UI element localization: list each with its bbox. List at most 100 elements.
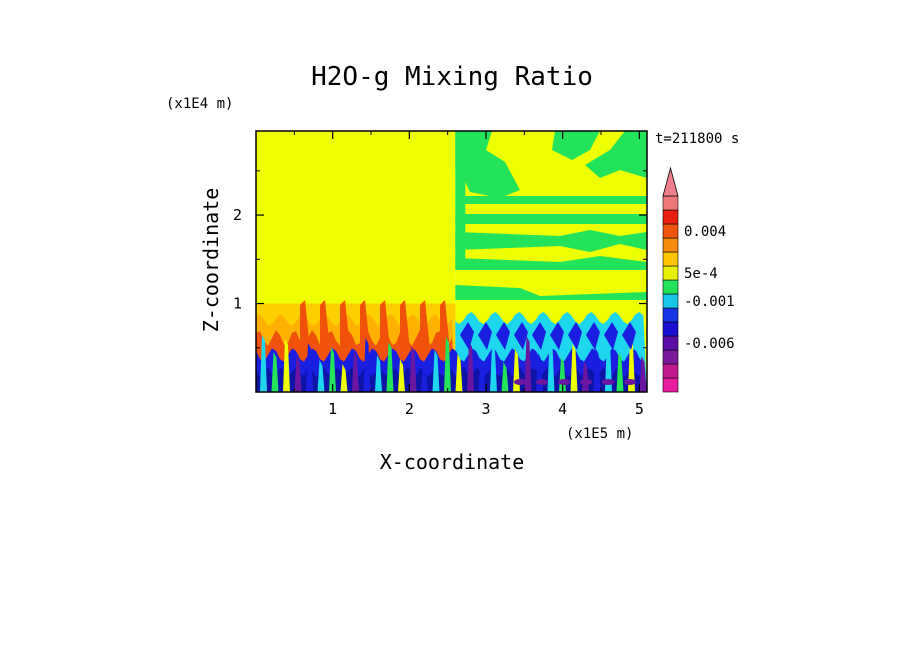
colorbar-label: 5e-4 — [684, 266, 718, 282]
plume — [260, 335, 267, 392]
x-axis-ticks: 1 2 3 4 5 — [293, 131, 644, 418]
x-tick-label: 3 — [481, 400, 490, 418]
time-label: t=211800 s — [655, 131, 739, 147]
colorbar: 0.004 5e-4 -0.001 -0.006 — [662, 166, 735, 393]
green-band-mid — [455, 196, 647, 204]
x-tick-label: 4 — [558, 400, 567, 418]
plume — [329, 347, 336, 392]
plume — [605, 335, 612, 392]
red-plume — [320, 300, 330, 352]
plume — [547, 340, 555, 392]
colorbar-band — [662, 251, 679, 267]
y-tick-label: 2 — [233, 206, 242, 224]
y-tick-label: 1 — [233, 295, 242, 313]
plume — [524, 336, 532, 392]
colorbar-band — [662, 335, 679, 351]
plume — [375, 355, 382, 392]
purple-patch — [514, 379, 526, 385]
plume — [501, 362, 509, 392]
plume — [444, 337, 451, 392]
green-band-top — [585, 131, 647, 178]
colorbar-band — [662, 279, 679, 295]
blue-tongue — [622, 322, 636, 350]
colorbar-band — [662, 293, 679, 309]
blue-tongue — [550, 322, 564, 350]
blue-tongue — [568, 322, 582, 350]
plume — [363, 338, 371, 392]
purple-patch — [580, 379, 592, 385]
plume — [271, 352, 279, 392]
purple-patch — [558, 379, 570, 385]
blue-tongue — [586, 322, 600, 350]
plume — [490, 345, 497, 392]
plot-frame — [255, 130, 648, 393]
green-band-top — [455, 131, 520, 198]
plume — [409, 346, 417, 392]
red-plume — [340, 300, 350, 352]
x-tick-label: 1 — [328, 400, 337, 418]
plume — [467, 341, 474, 392]
colorbar-band — [662, 377, 679, 393]
colorbar-band — [662, 223, 679, 239]
chart-title: H2O-g Mixing Ratio — [311, 62, 593, 92]
plume — [628, 339, 635, 392]
plume — [432, 350, 440, 392]
colorbar-band — [662, 307, 679, 323]
plot-area — [255, 130, 648, 393]
blue-tongue — [478, 322, 492, 350]
colorbar-band — [662, 195, 679, 211]
plume — [294, 356, 302, 392]
green-band-top — [552, 131, 600, 160]
colorbar-arrow — [662, 166, 679, 197]
red-plume — [300, 300, 310, 352]
colorbar-label: 0.004 — [684, 224, 726, 240]
x-axis-title: X-coordinate — [380, 450, 525, 474]
colorbar-band — [662, 321, 679, 337]
red-plume — [400, 300, 410, 352]
plume — [340, 364, 348, 392]
field-layers — [256, 131, 647, 392]
red-plume — [380, 300, 390, 352]
colorbar-band — [662, 349, 679, 365]
colorbar-label: -0.006 — [684, 336, 735, 352]
blue-tongue — [496, 322, 510, 350]
plume — [306, 343, 313, 392]
purple-patch — [602, 379, 614, 385]
red-plume — [440, 300, 450, 352]
plume — [283, 339, 290, 392]
y-axis-ticks: 12 — [233, 170, 647, 349]
blue-tongue — [532, 322, 546, 350]
plume — [593, 348, 601, 392]
colorbar-band — [662, 209, 679, 225]
plume — [639, 356, 647, 392]
plume — [352, 351, 359, 392]
z-multiplier-label: (x1E4 m) — [166, 96, 233, 112]
blue-tongue — [604, 322, 618, 350]
plume — [478, 358, 486, 392]
green-band-mid — [455, 214, 647, 224]
green-band-low — [455, 285, 647, 300]
colorbar-label: -0.001 — [684, 294, 735, 310]
purple-patch — [624, 379, 636, 385]
plume — [616, 352, 624, 392]
plume — [421, 363, 428, 392]
blue-tongue — [460, 322, 474, 350]
plume — [570, 344, 578, 392]
green-band-mid — [455, 256, 647, 270]
x-tick-label: 5 — [635, 400, 644, 418]
red-plume — [420, 300, 430, 352]
purple-patch — [536, 379, 548, 385]
green-band-mid — [455, 230, 647, 252]
plume — [317, 360, 325, 392]
colorbar-band — [662, 363, 679, 379]
y-axis-title: Z-coordinate — [199, 188, 223, 333]
plume — [386, 342, 394, 392]
plume — [455, 354, 463, 392]
x-tick-label: 2 — [405, 400, 414, 418]
x-multiplier-label: (x1E5 m) — [566, 426, 633, 442]
blue-tongue — [514, 322, 528, 350]
plume — [398, 359, 405, 392]
colorbar-band — [662, 265, 679, 281]
